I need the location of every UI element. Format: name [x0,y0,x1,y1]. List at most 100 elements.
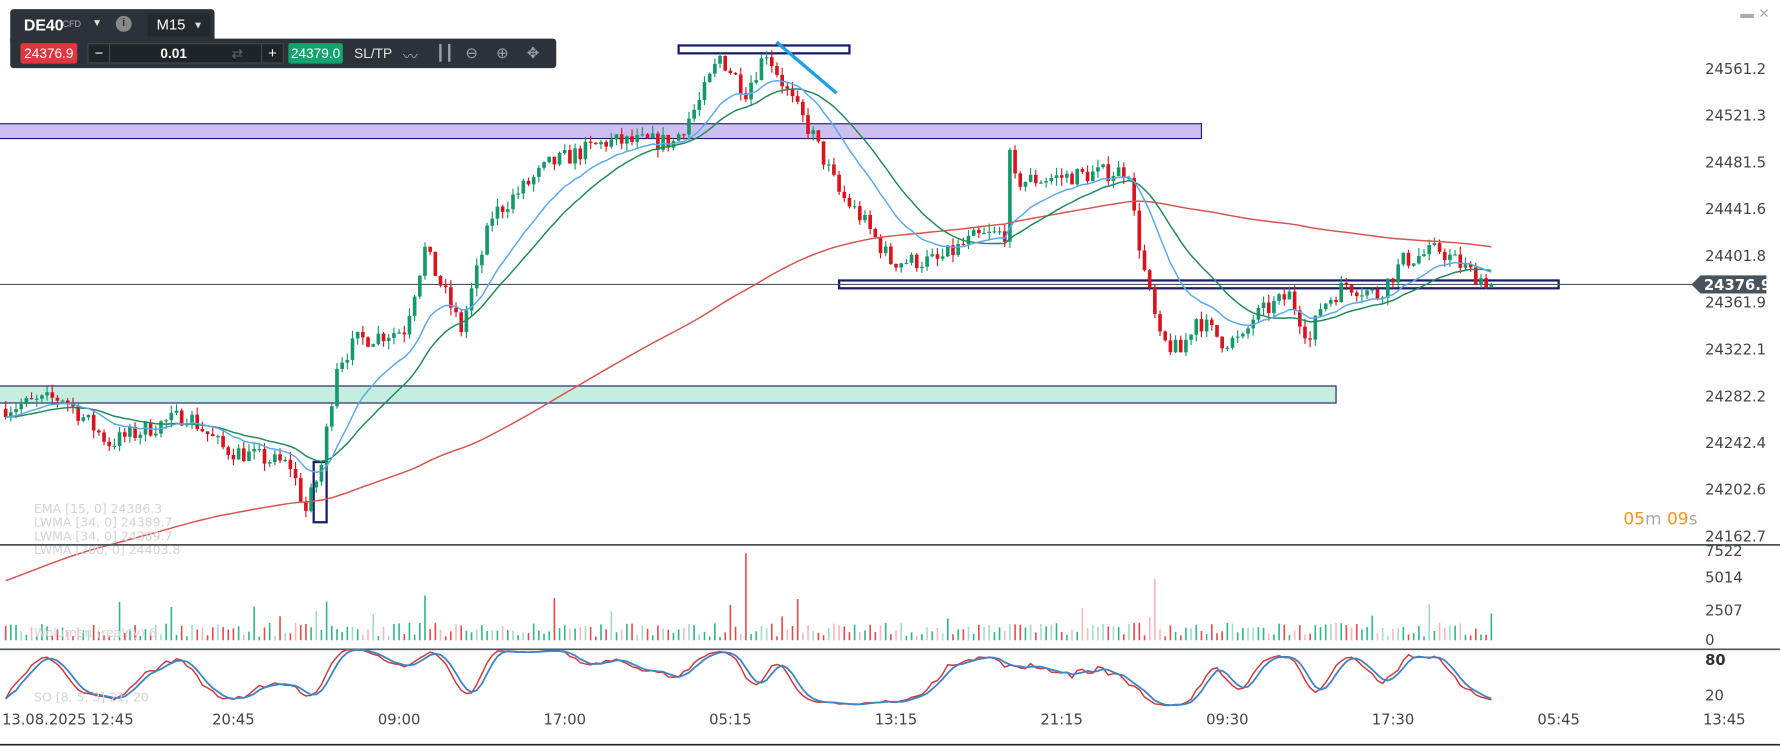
quantity-input[interactable]: 0.01 [160,45,187,62]
candle-body [811,130,816,135]
volume-bar [1195,624,1198,641]
increase-button[interactable]: + [261,44,283,63]
minimize-icon[interactable]: ▬ [1740,5,1754,22]
candle-body [1241,333,1245,337]
candle-body [1044,180,1048,183]
volume-bar [320,629,323,641]
price-axis-label: 24361.9 [1705,295,1766,312]
candle-body [490,218,495,226]
candle-body [319,465,324,482]
sell-button[interactable]: 24376.9 [20,43,78,64]
volume-bar [1438,622,1441,641]
candle-body [1344,282,1349,285]
volume-bar [579,627,582,641]
volume-bar [859,632,861,641]
volume-bar [900,622,903,641]
volume-bar [672,632,675,641]
close-icon[interactable]: ✕ [1758,5,1770,22]
volume-bar [833,623,835,641]
volume-bar [1464,634,1467,641]
candle-body [65,400,70,404]
volume-bar [41,624,43,641]
candle-body [935,254,940,259]
candle-body [45,392,49,396]
candle-body [402,332,407,335]
volume-bar [387,635,390,641]
swap-icon[interactable]: ⇄ [231,45,244,62]
volume-bar [983,626,985,641]
volume-bar [1366,626,1368,641]
volume-bar [827,627,830,641]
candle-body [1417,256,1421,264]
volume-bar [1211,624,1213,641]
candle-body [578,148,583,160]
volume-bar [1355,623,1358,641]
volume-bar [574,628,576,641]
volume-bar [941,633,944,641]
volume-bar [1376,633,1379,641]
volume-bar [377,636,380,641]
volume-bar [1050,624,1053,641]
volume-bar [765,628,768,641]
volume-bar [1123,634,1125,641]
decrease-button[interactable]: − [89,44,111,63]
timeframe-select[interactable]: M15 ▼ [147,13,211,37]
quantity-stepper[interactable]: − 0.01 ⇄ + [87,43,284,64]
volume-bar [1185,627,1187,641]
candle-body [868,214,872,229]
candle-body [71,403,75,407]
volume-bar [299,625,302,641]
volume-bar [962,629,965,641]
volume-bar [1035,632,1037,641]
volume-bar [149,633,152,641]
symbol-name[interactable]: DE40 [23,15,64,35]
candle-body [480,254,484,266]
volume-bar [517,635,519,641]
volume-bar [760,625,763,641]
candle-body [1272,300,1276,314]
candle-body [759,58,764,81]
countdown-part: s [1689,509,1698,529]
volume-bar [450,631,452,641]
candlestick-icon[interactable]: ┃┃ [435,44,454,62]
candle-body [200,429,205,432]
volume-bar [796,599,799,641]
candle-body [842,191,847,198]
candle-body [873,228,878,238]
candle-body [29,398,34,400]
volume-bar [237,626,240,641]
move-icon[interactable]: ✥ [526,44,540,62]
candle-body [169,412,174,421]
volume-bar [1148,617,1151,641]
volume-bar [1138,622,1141,641]
volume-bar [1231,623,1234,641]
zoom-out-icon[interactable]: ⊖ [465,44,478,62]
candle-body [1008,150,1012,242]
volume-bar [1112,626,1115,641]
volume-bar [921,634,923,641]
volume-bar [1107,626,1110,641]
candle-body [464,310,469,333]
buy-button[interactable]: 24379.0 [288,43,343,64]
sltp-button[interactable]: SL/TP [354,45,393,62]
volume-bar [1040,624,1042,641]
volume-bar [745,553,747,641]
candle-body [1235,336,1240,338]
candle-body [236,448,241,460]
volume-bar [1469,635,1472,641]
volume-bar [1174,632,1177,641]
candle-body [562,150,567,154]
volume-bar [1009,623,1011,641]
volume-bar [802,632,804,641]
volume-bar [315,611,318,641]
volume-bar [1443,627,1446,641]
volume-bar [1314,625,1317,641]
zoom-in-icon[interactable]: ⊕ [496,44,509,62]
candle-body [588,141,593,143]
volume-bar [662,628,664,641]
volume-bar [196,629,199,641]
line-chart-icon[interactable]: 〰 [402,47,418,65]
info-icon[interactable]: i [115,15,132,32]
symbol-dropdown-icon[interactable]: ▼ [91,17,103,29]
